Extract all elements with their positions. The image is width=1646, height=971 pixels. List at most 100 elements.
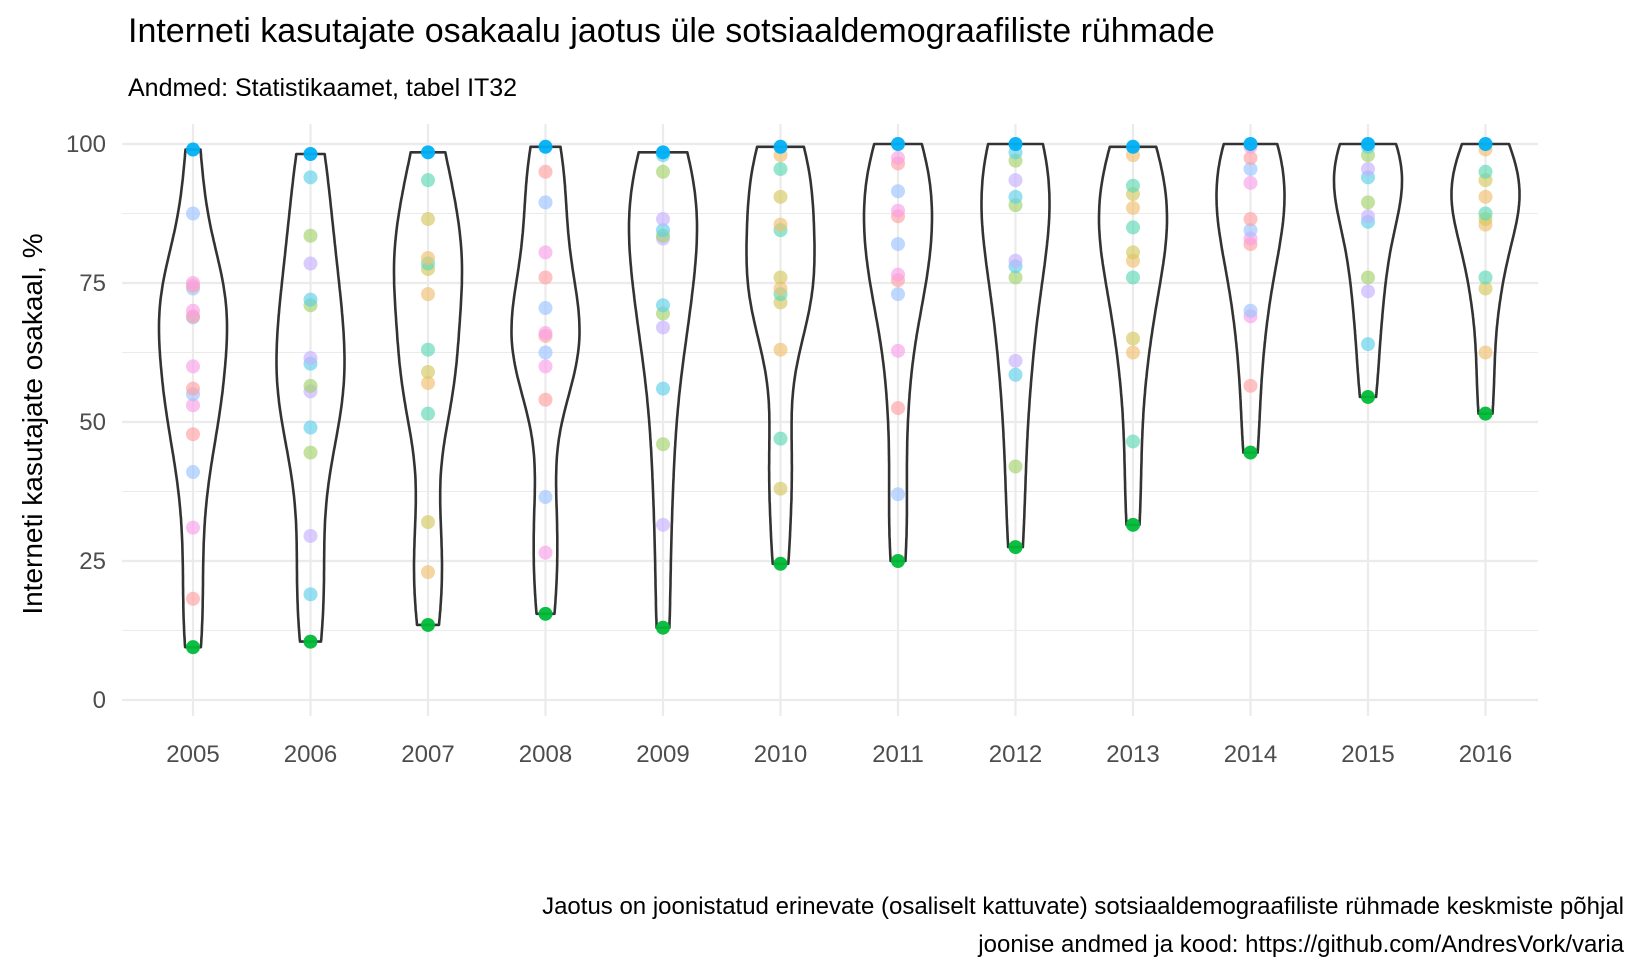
violin-2013 bbox=[1097, 145, 1169, 527]
x-tick-label: 2012 bbox=[989, 741, 1042, 768]
data-point bbox=[186, 520, 200, 535]
violin-2006 bbox=[275, 152, 346, 643]
data-point bbox=[1126, 220, 1140, 235]
data-point bbox=[1243, 378, 1258, 393]
data-point bbox=[656, 298, 670, 313]
data-point bbox=[1478, 281, 1493, 296]
data-point bbox=[538, 392, 553, 407]
data-point bbox=[1126, 178, 1140, 193]
x-tick-label: 2013 bbox=[1106, 741, 1159, 768]
data-point bbox=[538, 545, 553, 560]
data-point bbox=[773, 556, 788, 571]
data-point bbox=[538, 490, 553, 505]
data-point bbox=[656, 145, 670, 160]
violin-2005 bbox=[157, 148, 229, 649]
data-point bbox=[421, 364, 435, 379]
data-point bbox=[421, 376, 435, 391]
data-point bbox=[186, 591, 200, 606]
data-point bbox=[538, 270, 553, 285]
data-point bbox=[1126, 331, 1140, 346]
data-point bbox=[891, 401, 905, 416]
data-point bbox=[303, 351, 318, 366]
data-point bbox=[1361, 162, 1375, 177]
data-point bbox=[1361, 270, 1375, 285]
violin-2007 bbox=[392, 151, 464, 627]
data-point bbox=[656, 212, 670, 227]
violin-2011 bbox=[862, 142, 934, 563]
data-point bbox=[421, 250, 435, 265]
data-point bbox=[421, 617, 435, 632]
data-point bbox=[773, 217, 788, 232]
data-point bbox=[656, 223, 670, 238]
violin-2010 bbox=[745, 145, 816, 566]
data-point bbox=[1478, 345, 1493, 360]
data-points bbox=[186, 137, 1493, 655]
data-point bbox=[186, 359, 200, 374]
data-point bbox=[421, 342, 435, 357]
data-point bbox=[421, 287, 435, 302]
data-point bbox=[186, 465, 200, 480]
y-axis-label: Interneti kasutajate osakaal, % bbox=[17, 233, 48, 614]
data-point bbox=[891, 137, 905, 151]
data-point bbox=[1243, 223, 1258, 238]
x-tick-label: 2010 bbox=[754, 741, 807, 768]
data-point bbox=[186, 640, 200, 655]
caption-line: Jaotus on joonistatud erinevate (osalise… bbox=[542, 893, 1624, 920]
x-tick-label: 2008 bbox=[519, 741, 572, 768]
data-point bbox=[891, 267, 905, 282]
x-tick-label: 2009 bbox=[636, 741, 689, 768]
y-tick-label: 50 bbox=[79, 409, 106, 436]
data-point bbox=[303, 170, 318, 185]
data-point bbox=[1008, 189, 1023, 204]
data-point bbox=[186, 303, 200, 318]
data-point bbox=[773, 281, 788, 296]
chart-title: Interneti kasutajate osakaalu jaotus üle… bbox=[128, 12, 1215, 50]
data-point bbox=[1478, 406, 1493, 421]
data-point bbox=[1008, 540, 1023, 555]
x-tick-label: 2015 bbox=[1341, 741, 1394, 768]
x-tick-label: 2006 bbox=[284, 741, 337, 768]
data-point bbox=[891, 184, 905, 199]
data-point bbox=[538, 345, 553, 360]
data-point bbox=[186, 427, 200, 442]
data-point bbox=[656, 437, 670, 452]
data-point bbox=[773, 431, 788, 446]
violin-2009 bbox=[627, 151, 699, 629]
data-point bbox=[891, 203, 905, 218]
data-point bbox=[1243, 162, 1258, 177]
data-point bbox=[538, 195, 553, 210]
data-point bbox=[1361, 389, 1375, 404]
data-point bbox=[1478, 270, 1493, 285]
data-point bbox=[656, 164, 670, 179]
violin-2012 bbox=[980, 142, 1051, 549]
data-point bbox=[186, 381, 200, 396]
data-point bbox=[1008, 459, 1023, 474]
chart-subtitle: Andmed: Statistikaamet, tabel IT32 bbox=[128, 74, 518, 102]
data-point bbox=[773, 342, 788, 357]
data-point bbox=[1243, 303, 1258, 318]
data-point bbox=[538, 164, 553, 179]
data-point bbox=[303, 147, 318, 162]
data-point bbox=[1126, 434, 1140, 449]
data-point bbox=[1243, 150, 1258, 165]
data-point bbox=[656, 517, 670, 532]
data-point bbox=[186, 142, 200, 157]
x-tick-label: 2016 bbox=[1459, 741, 1512, 768]
data-point bbox=[303, 420, 318, 435]
data-point bbox=[303, 256, 318, 271]
x-tick-label: 2007 bbox=[401, 741, 454, 768]
data-point bbox=[1243, 137, 1258, 151]
data-point bbox=[891, 237, 905, 252]
data-point bbox=[1126, 200, 1140, 215]
data-point bbox=[303, 292, 318, 307]
data-point bbox=[303, 634, 318, 649]
data-point bbox=[303, 445, 318, 460]
violin-2016 bbox=[1450, 142, 1521, 415]
data-point bbox=[891, 554, 905, 568]
data-point bbox=[1008, 367, 1023, 382]
x-axis-ticks: 2005 2006 2007 2008 2009 2010 2011 2012 2013 2014… bbox=[166, 741, 1512, 768]
data-point bbox=[1008, 137, 1023, 151]
data-point bbox=[421, 145, 435, 160]
data-point bbox=[421, 565, 435, 580]
